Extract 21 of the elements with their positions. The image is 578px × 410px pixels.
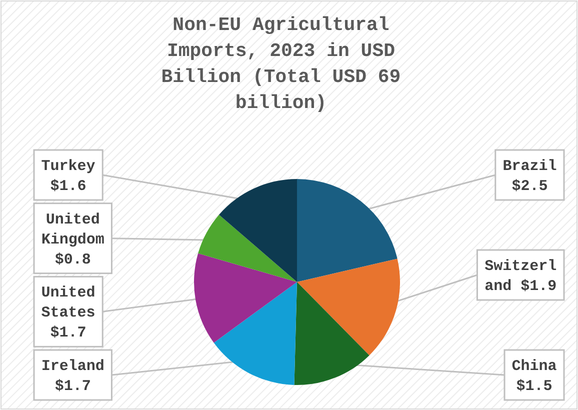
data-label: $1.5 (516, 378, 552, 395)
pie-slice (297, 179, 398, 282)
slice-label: China (512, 358, 557, 375)
pie-slice (294, 282, 370, 385)
pie-slice (198, 214, 297, 282)
pie-slice (218, 179, 297, 282)
pie-slice (214, 282, 297, 385)
data-label: $1.6 (50, 178, 86, 195)
slice-label: Brazil (502, 158, 557, 175)
data-label: $2.5 (512, 178, 548, 195)
slice-label: Switzerland $1.9 (484, 258, 557, 295)
slice-label: United States (41, 284, 96, 322)
slice-label: Turkey (41, 158, 96, 175)
pie-slice (297, 258, 400, 356)
slice-label: United Kingdom (41, 211, 104, 248)
data-label: $1.7 (54, 378, 91, 395)
slice-label: Ireland (41, 358, 104, 375)
data-label: $0.8 (54, 251, 91, 268)
data-label: $1.7 (50, 324, 86, 342)
pie-slice (194, 253, 297, 343)
chart-title: Non-EU Agricultural Imports, 2023 in USD Billion (Total USD 69 billion) (161, 14, 401, 114)
